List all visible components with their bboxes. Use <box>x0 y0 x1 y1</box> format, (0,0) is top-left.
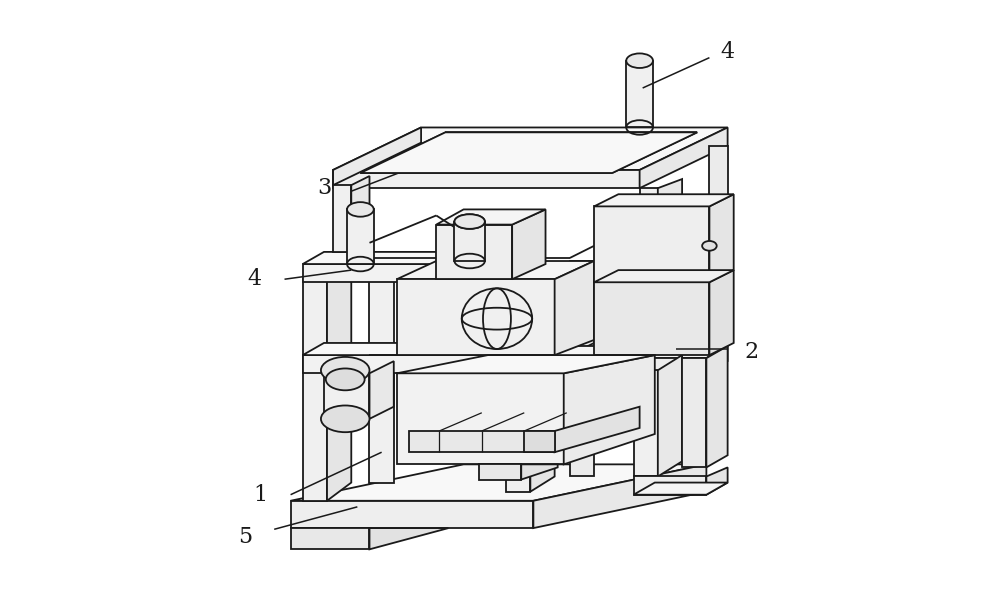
Polygon shape <box>706 346 728 467</box>
Text: 2: 2 <box>745 341 759 363</box>
Polygon shape <box>506 252 527 282</box>
Polygon shape <box>709 194 734 282</box>
Ellipse shape <box>702 241 717 251</box>
Polygon shape <box>397 261 594 279</box>
Polygon shape <box>291 528 369 549</box>
Polygon shape <box>369 258 394 483</box>
Ellipse shape <box>626 53 653 68</box>
Polygon shape <box>564 355 655 464</box>
Polygon shape <box>397 355 655 373</box>
Polygon shape <box>530 264 555 492</box>
Polygon shape <box>333 127 728 170</box>
Polygon shape <box>594 282 709 355</box>
Polygon shape <box>594 194 734 206</box>
Polygon shape <box>549 346 728 358</box>
Polygon shape <box>369 361 394 419</box>
Polygon shape <box>555 261 594 355</box>
Polygon shape <box>634 483 728 495</box>
Polygon shape <box>634 476 706 495</box>
Polygon shape <box>333 127 421 185</box>
Polygon shape <box>506 343 527 373</box>
Polygon shape <box>303 355 506 373</box>
Polygon shape <box>397 373 564 464</box>
Polygon shape <box>533 464 706 528</box>
Polygon shape <box>327 261 351 501</box>
Ellipse shape <box>321 357 369 384</box>
Polygon shape <box>454 222 485 261</box>
Polygon shape <box>626 61 653 127</box>
Polygon shape <box>303 252 527 264</box>
Polygon shape <box>303 279 327 501</box>
Ellipse shape <box>321 405 369 432</box>
Polygon shape <box>594 206 709 282</box>
Polygon shape <box>351 176 369 252</box>
Polygon shape <box>570 261 594 476</box>
Polygon shape <box>709 270 734 355</box>
Polygon shape <box>303 264 506 282</box>
Polygon shape <box>436 209 546 225</box>
Text: 3: 3 <box>317 177 331 199</box>
Polygon shape <box>658 179 682 258</box>
Polygon shape <box>709 146 728 240</box>
Text: 1: 1 <box>253 484 267 506</box>
Polygon shape <box>347 209 374 264</box>
Polygon shape <box>506 279 530 492</box>
Polygon shape <box>640 127 728 188</box>
Polygon shape <box>549 358 706 373</box>
Polygon shape <box>436 225 512 279</box>
Polygon shape <box>634 370 658 476</box>
Ellipse shape <box>454 214 485 229</box>
Ellipse shape <box>454 214 485 229</box>
Polygon shape <box>291 501 533 528</box>
Polygon shape <box>360 132 697 173</box>
Polygon shape <box>682 358 706 467</box>
Polygon shape <box>479 464 521 480</box>
Ellipse shape <box>347 202 374 217</box>
Text: 5: 5 <box>238 526 252 548</box>
Polygon shape <box>333 170 640 188</box>
Polygon shape <box>706 467 728 495</box>
Polygon shape <box>658 355 682 476</box>
Polygon shape <box>369 528 448 549</box>
Polygon shape <box>555 407 640 452</box>
Polygon shape <box>521 464 558 480</box>
Polygon shape <box>409 431 555 452</box>
Polygon shape <box>706 346 728 373</box>
Polygon shape <box>512 209 546 279</box>
Polygon shape <box>594 270 734 282</box>
Polygon shape <box>524 431 555 452</box>
Polygon shape <box>303 343 527 355</box>
Text: 4: 4 <box>247 268 261 290</box>
Polygon shape <box>640 188 658 258</box>
Polygon shape <box>333 185 351 252</box>
Polygon shape <box>324 373 369 419</box>
Ellipse shape <box>326 368 365 390</box>
Ellipse shape <box>462 288 532 349</box>
Polygon shape <box>397 279 555 355</box>
Text: 4: 4 <box>721 41 735 63</box>
Polygon shape <box>291 464 706 501</box>
